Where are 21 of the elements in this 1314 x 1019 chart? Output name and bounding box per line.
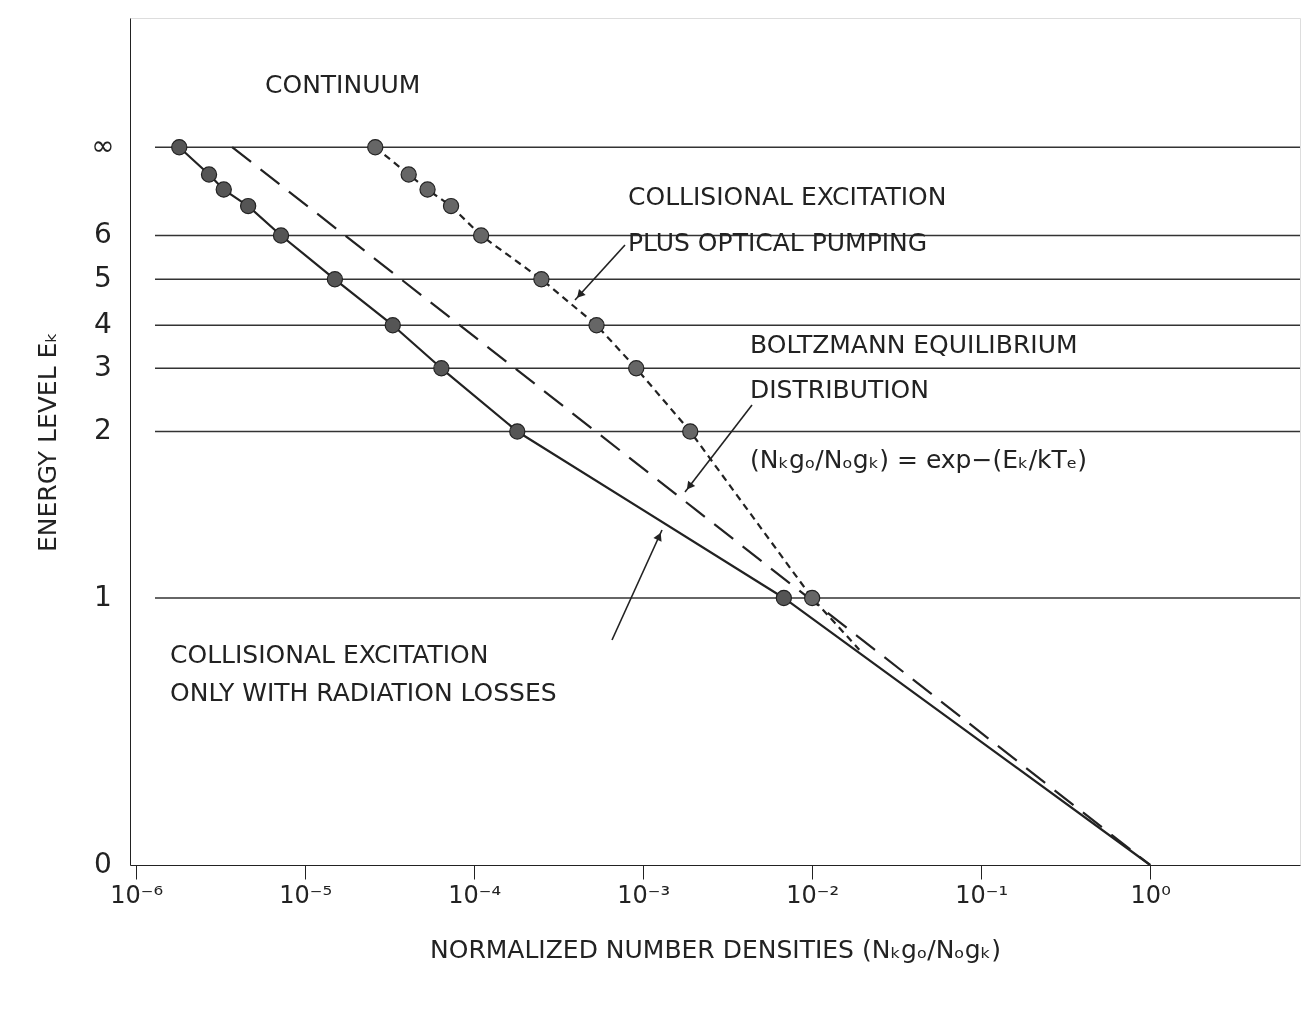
text: 6	[94, 217, 112, 251]
x-tick-label: 10⁻²	[786, 880, 840, 909]
text: 2	[94, 413, 112, 447]
x-axis-title: NORMALIZED NUMBER DENSITIES (Nₖgₒ/Nₒgₖ)	[430, 934, 1001, 964]
annotation: COLLISIONAL EXCITATION ONLY WITH RADIATION LOSSES	[170, 640, 557, 707]
x-tick-label: 10⁻⁶	[110, 880, 164, 909]
x-tick-label: 10⁰	[1130, 880, 1171, 909]
text: 3	[94, 350, 112, 384]
x-tick-label: 10⁻⁵	[279, 880, 333, 909]
text: 5	[94, 261, 112, 295]
text: BOLTZMANN EQUILIBRIUM DISTRIBUTION (Nₖgₒ/Nₒgₖ) = exp−(Eₖ/kTₑ)	[750, 330, 1087, 474]
x-tick-label: 10⁻¹	[955, 880, 1009, 909]
y-axis-title: ENERGY LEVEL Eₖ	[32, 332, 62, 552]
text: 0	[94, 847, 112, 880]
text: ∞	[91, 129, 115, 163]
x-tick-label: 10⁻³	[617, 880, 671, 909]
annotation: COLLISIONAL EXCITATION PLUS OPTICAL PUMPING	[628, 182, 947, 257]
text: CONTINUUM	[265, 70, 421, 99]
text: 4	[94, 307, 112, 341]
text: 1	[94, 579, 112, 613]
x-tick-label: 10⁻⁴	[448, 880, 502, 909]
